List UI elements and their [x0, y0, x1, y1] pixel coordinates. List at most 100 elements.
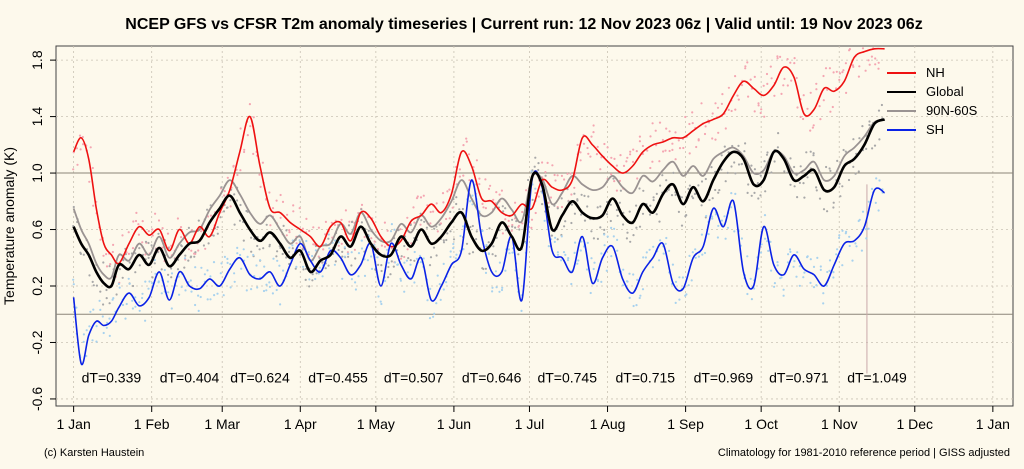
scatter-dot [708, 198, 711, 202]
scatter-dot [782, 294, 785, 297]
scatter-dot [858, 137, 861, 140]
scatter-dot [671, 142, 674, 145]
scatter-dot [288, 229, 291, 232]
scatter-dot [189, 255, 193, 258]
scatter-dot [341, 250, 344, 253]
scatter-dot [72, 168, 75, 171]
scatter-dot [641, 212, 645, 215]
scatter-dot [425, 226, 428, 229]
scatter-dot [141, 292, 144, 295]
y-tick-label: 0.2 [29, 276, 45, 296]
chart-title: NCEP GFS vs CFSR T2m anomaly timeseries … [125, 16, 922, 33]
scatter-dot [170, 272, 174, 275]
scatter-dot [106, 321, 109, 324]
scatter-dot [223, 190, 226, 193]
scatter-dot [341, 277, 344, 280]
scatter-dot [880, 103, 884, 107]
scatter-dot [271, 207, 275, 210]
scatter-dot [272, 257, 275, 260]
scatter-dot [664, 149, 667, 152]
scatter-dot [389, 230, 393, 233]
scatter-dot [642, 256, 645, 259]
scatter-dot [82, 333, 85, 336]
scatter-dot [677, 139, 680, 142]
scatter-dot [861, 210, 865, 213]
scatter-dot [484, 178, 487, 181]
scatter-dot [792, 265, 795, 268]
scatter-dot [102, 254, 105, 257]
scatter-dot [312, 226, 315, 229]
scatter-dot [311, 254, 314, 258]
scatter-dot [691, 251, 694, 254]
scatter-dot [242, 239, 245, 242]
scatter-dot [442, 262, 445, 265]
scatter-dot [724, 237, 727, 240]
scatter-dot [629, 150, 632, 153]
scatter-dot [131, 284, 135, 288]
scatter-dot [141, 253, 145, 256]
scatter-dot [769, 65, 772, 68]
scatter-dot [233, 193, 236, 196]
scatter-dot [832, 201, 835, 204]
scatter-dot [180, 285, 183, 289]
scatter-dot [357, 252, 361, 255]
scatter-dot [838, 234, 841, 237]
scatter-dot [567, 257, 570, 260]
scatter-dot [79, 252, 82, 255]
scatter-dot [848, 244, 851, 248]
scatter-dot [832, 71, 835, 74]
scatter-dot [190, 249, 193, 252]
scatter-dot [780, 92, 783, 95]
y-tick-label: 1.4 [29, 107, 45, 127]
scatter-dot [419, 223, 422, 226]
scatter-dot [330, 221, 333, 224]
scatter-dot [105, 297, 108, 300]
scatter-dot [577, 259, 580, 262]
scatter-dot [570, 282, 573, 286]
scatter-dot [822, 74, 825, 78]
scatter-dot [439, 298, 442, 301]
scatter-dot [141, 241, 144, 244]
scatter-dot [737, 144, 740, 147]
scatter-dot [587, 152, 590, 155]
scatter-dot [127, 277, 130, 280]
scatter-dot [521, 222, 524, 225]
scatter-dot [311, 279, 314, 282]
scatter-dot [615, 208, 619, 212]
scatter-dot [629, 153, 632, 156]
scatter-dot [671, 148, 674, 151]
scatter-dot [870, 55, 874, 58]
scatter-dot [638, 140, 642, 143]
scatter-dot [635, 226, 638, 229]
scatter-dot [704, 177, 707, 181]
scatter-dot [759, 194, 762, 197]
y-tick-label: 1.8 [29, 50, 45, 70]
scatter-dot [333, 263, 336, 266]
scatter-dot [750, 164, 753, 167]
scatter-dot [268, 281, 271, 284]
scatter-dot [815, 82, 818, 85]
scatter-dot [436, 230, 439, 233]
scatter-dot [714, 138, 717, 141]
scatter-dot [586, 241, 589, 244]
scatter-dot [387, 261, 390, 264]
scatter-dot [134, 271, 137, 274]
scatter-dot [105, 265, 109, 268]
scatter-dot [438, 223, 441, 226]
scatter-dot [556, 207, 559, 210]
scatter-dot [600, 252, 603, 255]
scatter-dot [694, 256, 697, 259]
scatter-dot [795, 76, 798, 80]
scatter-dot [445, 217, 448, 221]
scatter-dot [131, 247, 135, 250]
scatter-dot [510, 229, 513, 232]
scatter-dot [88, 180, 91, 183]
scatter-dot [851, 259, 854, 262]
scatter-dot [688, 152, 691, 155]
scatter-dot [828, 67, 832, 70]
scatter-dot [147, 256, 150, 259]
scatter-dot [178, 293, 181, 296]
data-points [72, 47, 884, 359]
scatter-dot [560, 197, 563, 200]
scatter-dot [459, 234, 462, 238]
